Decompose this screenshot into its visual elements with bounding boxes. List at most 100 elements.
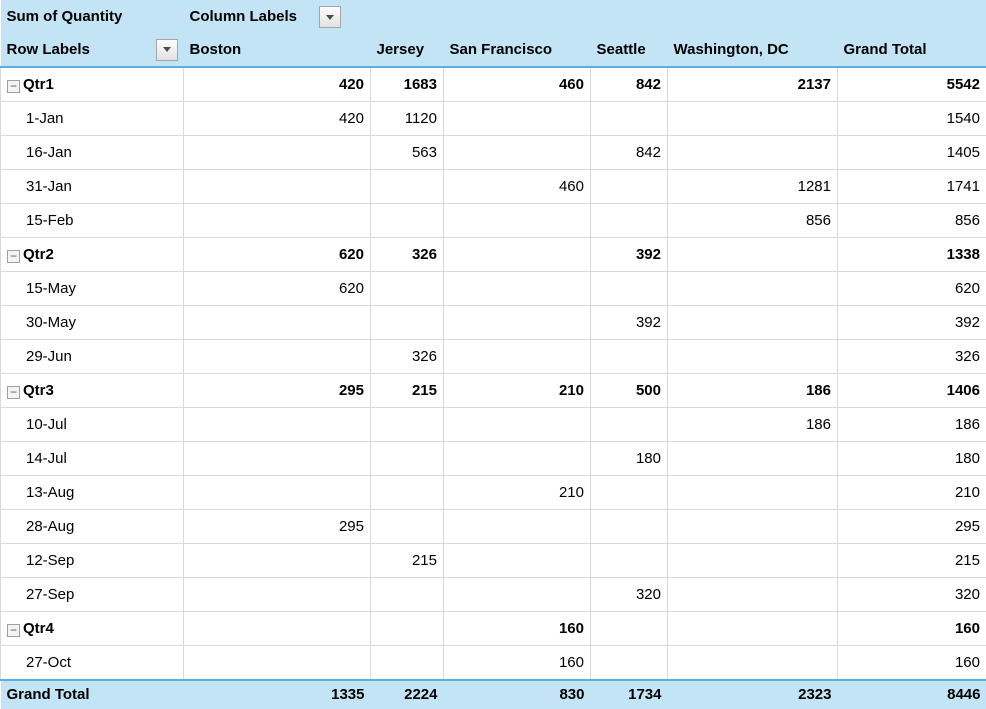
value-cell[interactable]: 2323 xyxy=(668,680,838,709)
value-cell[interactable]: 1120 xyxy=(371,102,444,136)
value-cell[interactable] xyxy=(184,170,371,204)
value-cell[interactable] xyxy=(371,204,444,238)
value-cell[interactable]: 215 xyxy=(838,544,986,578)
value-cell[interactable]: 295 xyxy=(184,510,371,544)
collapse-button[interactable]: − xyxy=(7,624,20,637)
value-cell[interactable]: 215 xyxy=(371,374,444,408)
row-label-cell[interactable]: 29-Jun xyxy=(1,340,184,374)
value-cell[interactable] xyxy=(371,306,444,340)
value-cell[interactable] xyxy=(591,102,668,136)
value-cell[interactable]: 1683 xyxy=(371,67,444,102)
value-cell[interactable]: 215 xyxy=(371,544,444,578)
column-header-grand-total[interactable]: Grand Total xyxy=(838,33,986,67)
value-cell[interactable]: 326 xyxy=(371,238,444,272)
value-cell[interactable] xyxy=(371,170,444,204)
value-cell[interactable]: 160 xyxy=(444,612,591,646)
value-cell[interactable]: 460 xyxy=(444,170,591,204)
value-cell[interactable] xyxy=(444,510,591,544)
value-cell[interactable] xyxy=(668,612,838,646)
value-cell[interactable] xyxy=(444,204,591,238)
row-label-cell[interactable]: −Qtr4 xyxy=(1,612,184,646)
row-label-cell[interactable]: 10-Jul xyxy=(1,408,184,442)
value-cell[interactable] xyxy=(591,170,668,204)
value-cell[interactable] xyxy=(371,612,444,646)
column-labels-cell[interactable]: Column Labels xyxy=(184,0,986,33)
column-header-washington-dc[interactable]: Washington, DC xyxy=(668,33,838,67)
row-label-cell[interactable]: 27-Sep xyxy=(1,578,184,612)
column-labels-filter-button[interactable] xyxy=(319,6,341,28)
value-cell[interactable]: 460 xyxy=(444,67,591,102)
row-label-cell[interactable]: 13-Aug xyxy=(1,476,184,510)
value-cell[interactable] xyxy=(668,544,838,578)
value-cell[interactable]: 180 xyxy=(838,442,986,476)
value-cell[interactable] xyxy=(591,646,668,681)
value-cell[interactable] xyxy=(668,102,838,136)
value-cell[interactable]: 842 xyxy=(591,136,668,170)
value-cell[interactable] xyxy=(184,612,371,646)
value-cell[interactable]: 210 xyxy=(444,476,591,510)
value-cell[interactable]: 856 xyxy=(838,204,986,238)
value-cell[interactable] xyxy=(371,408,444,442)
collapse-button[interactable]: − xyxy=(7,80,20,93)
value-cell[interactable] xyxy=(184,306,371,340)
value-cell[interactable] xyxy=(668,476,838,510)
value-cell[interactable] xyxy=(371,442,444,476)
value-cell[interactable] xyxy=(668,306,838,340)
row-label-cell[interactable]: 30-May xyxy=(1,306,184,340)
row-label-cell[interactable]: −Qtr1 xyxy=(1,67,184,102)
value-cell[interactable]: 620 xyxy=(838,272,986,306)
value-cell[interactable] xyxy=(668,136,838,170)
value-cell[interactable]: 420 xyxy=(184,102,371,136)
value-cell[interactable]: 392 xyxy=(591,238,668,272)
value-cell[interactable] xyxy=(371,476,444,510)
value-cell[interactable]: 180 xyxy=(591,442,668,476)
value-cell[interactable] xyxy=(668,442,838,476)
value-cell[interactable] xyxy=(668,272,838,306)
value-cell[interactable]: 620 xyxy=(184,238,371,272)
value-cell[interactable]: 620 xyxy=(184,272,371,306)
value-cell[interactable] xyxy=(591,204,668,238)
value-cell[interactable] xyxy=(184,204,371,238)
value-cell[interactable] xyxy=(371,272,444,306)
value-cell[interactable] xyxy=(444,442,591,476)
value-cell[interactable] xyxy=(184,442,371,476)
value-cell[interactable]: 295 xyxy=(838,510,986,544)
collapse-button[interactable]: − xyxy=(7,250,20,263)
value-cell[interactable] xyxy=(668,238,838,272)
value-cell[interactable]: 1335 xyxy=(184,680,371,709)
value-cell[interactable] xyxy=(591,510,668,544)
value-cell[interactable] xyxy=(444,306,591,340)
value-cell[interactable]: 2137 xyxy=(668,67,838,102)
column-header-boston[interactable]: Boston xyxy=(184,33,371,67)
column-header-seattle[interactable]: Seattle xyxy=(591,33,668,67)
value-cell[interactable] xyxy=(444,136,591,170)
value-cell[interactable] xyxy=(184,340,371,374)
value-cell[interactable] xyxy=(184,578,371,612)
value-cell[interactable]: 1406 xyxy=(838,374,986,408)
value-cell[interactable] xyxy=(668,340,838,374)
value-cell[interactable]: 186 xyxy=(668,374,838,408)
value-cell[interactable]: 295 xyxy=(184,374,371,408)
value-cell[interactable] xyxy=(184,476,371,510)
row-label-cell[interactable]: 15-Feb xyxy=(1,204,184,238)
value-cell[interactable]: 563 xyxy=(371,136,444,170)
value-cell[interactable]: 210 xyxy=(838,476,986,510)
row-label-cell[interactable]: −Qtr3 xyxy=(1,374,184,408)
value-cell[interactable]: 392 xyxy=(591,306,668,340)
value-cell[interactable] xyxy=(444,102,591,136)
value-cell[interactable] xyxy=(591,408,668,442)
value-cell[interactable]: 160 xyxy=(444,646,591,681)
value-cell[interactable] xyxy=(444,340,591,374)
value-cell[interactable] xyxy=(591,340,668,374)
value-cell[interactable] xyxy=(184,646,371,681)
value-cell[interactable]: 326 xyxy=(371,340,444,374)
value-cell[interactable] xyxy=(371,578,444,612)
value-cell[interactable]: 1338 xyxy=(838,238,986,272)
column-header-jersey[interactable]: Jersey xyxy=(371,33,444,67)
value-cell[interactable]: 1405 xyxy=(838,136,986,170)
value-cell[interactable]: 1741 xyxy=(838,170,986,204)
value-cell[interactable]: 160 xyxy=(838,612,986,646)
value-cell[interactable]: 210 xyxy=(444,374,591,408)
row-labels-filter-button[interactable] xyxy=(156,39,178,61)
row-labels-cell[interactable]: Row Labels xyxy=(1,33,184,67)
